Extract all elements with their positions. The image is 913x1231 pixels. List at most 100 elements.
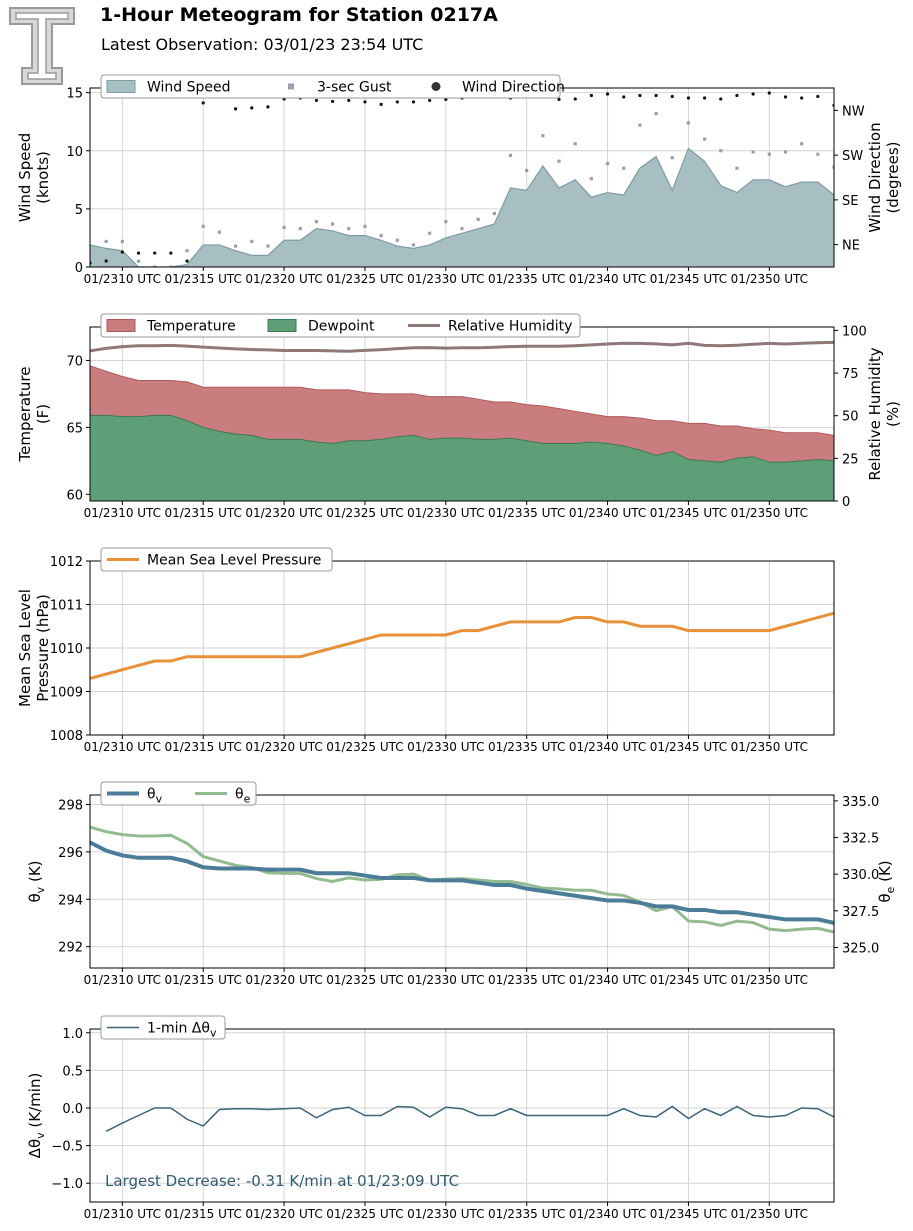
panel-theta: 01/2310 UTC 01/2315 UTC 01/2320 UTC 01/2325…: [26, 781, 897, 987]
x-tick-label: 01/2350 UTC: [731, 1207, 808, 1221]
wind-direction-point: [638, 93, 642, 98]
wind-direction-point: [185, 259, 189, 263]
temperature-line: [90, 365, 834, 436]
wind-direction-point: [719, 97, 723, 101]
y2-tick-label: 0: [842, 495, 850, 510]
y2-tick-label: 330.0: [842, 868, 879, 883]
gust-point: [120, 239, 124, 244]
gust-point: [331, 222, 335, 226]
plot-area: [90, 795, 834, 968]
y2-tick-label: 75: [842, 367, 859, 382]
y2-tick-label: NW: [842, 104, 865, 119]
plot-area: [90, 327, 834, 501]
largest-decrease-annotation: Largest Decrease: -0.31 K/min at 01/23:0…: [105, 1172, 459, 1190]
y2-axis-label: θe (K): [876, 860, 897, 902]
legend-label: 1-min Δθv: [147, 1021, 217, 1040]
gust-point: [476, 217, 480, 221]
gust-point: [444, 220, 448, 224]
gust-point: [557, 159, 561, 163]
legend: Temperature Dewpoint Relative Humidity: [100, 313, 581, 338]
wind-direction-point: [363, 100, 367, 104]
wind-direction-point: [104, 259, 108, 263]
gust-point: [395, 238, 399, 242]
legend-box: [100, 313, 581, 338]
legend-swatch: [288, 83, 294, 90]
gust-point: [379, 234, 383, 238]
gust-point: [751, 150, 755, 154]
y-tick-label: 0: [75, 261, 83, 276]
theta-v-line: [90, 840, 834, 925]
y2-tick-label: SW: [842, 149, 863, 164]
wind-direction-point: [816, 94, 820, 99]
wind-speed-line: [90, 147, 834, 267]
gust-point: [767, 152, 771, 156]
pressure-line: [90, 611, 834, 680]
wind-direction-point: [153, 251, 157, 255]
wind-direction-point: [589, 93, 593, 98]
wind-direction-point: [605, 92, 610, 96]
y-tick-label: 296: [58, 846, 83, 861]
gust-point: [217, 230, 221, 234]
legend-swatch: [106, 319, 136, 332]
x-tick-label: 01/2315 UTC: [164, 740, 241, 754]
x-tick-label: 01/2350 UTC: [731, 973, 808, 987]
gust-point: [314, 220, 319, 224]
gust-point: [783, 150, 788, 154]
y-tick-label: 70: [66, 354, 83, 369]
y2-tick-label: 50: [842, 410, 859, 425]
x-tick-label: 01/2330 UTC: [407, 272, 484, 286]
y-tick-label: 1010: [50, 642, 83, 657]
legend-label: θv: [147, 787, 163, 806]
relative-humidity-line: [90, 340, 834, 353]
y2-axis-label: Relative Humidity: [866, 347, 884, 480]
x-tick-label: 01/2320 UTC: [245, 1207, 322, 1221]
legend-label: 3-sec Gust: [317, 80, 392, 96]
x-tick-label: 01/2335 UTC: [488, 740, 565, 754]
x-tick-label: 01/2325 UTC: [326, 272, 403, 286]
wind-direction-point: [622, 95, 626, 99]
wind-direction-point: [347, 98, 351, 103]
y-tick-label: 294: [58, 893, 83, 908]
x-tick-label: 01/2350 UTC: [731, 506, 808, 520]
y-tick-label: 1011: [50, 599, 83, 614]
wind-direction-point: [314, 98, 319, 103]
x-tick-label: 01/2350 UTC: [731, 740, 808, 754]
y-tick-label: 1008: [50, 729, 83, 744]
y-tick-label: 1.0: [62, 1027, 83, 1042]
wind-direction-point: [686, 96, 691, 100]
x-tick-label: 01/2320 UTC: [245, 506, 322, 520]
gust-point: [428, 231, 432, 235]
wind-direction-point: [266, 105, 270, 109]
x-tick-label: 01/2340 UTC: [569, 740, 646, 754]
x-tick-label: 01/2310 UTC: [84, 1207, 161, 1221]
gust-point: [670, 156, 674, 160]
x-tick-label: 01/2325 UTC: [326, 973, 403, 987]
page-title: 1-Hour Meteogram for Station 0217A: [100, 4, 498, 26]
x-tick-label: 01/2335 UTC: [488, 506, 565, 520]
dewpoint-line: [90, 414, 834, 463]
wind-direction-point: [250, 106, 254, 110]
wind-direction-point: [800, 96, 804, 100]
wind-direction-point: [233, 107, 238, 111]
y-tick-label: 0.5: [62, 1064, 83, 1079]
wind-direction-point: [573, 97, 577, 101]
gust-point: [525, 168, 529, 173]
wind-direction-point: [703, 96, 707, 100]
x-tick-label: 01/2335 UTC: [488, 1207, 565, 1221]
x-tick-label: 01/2320 UTC: [245, 973, 322, 987]
y-tick-label: 1009: [50, 686, 83, 701]
gust-point: [233, 244, 238, 248]
legend-box: [100, 781, 257, 806]
panel-pressure: 01/2310 UTC 01/2315 UTC 01/2320 UTC 01/2325…: [16, 547, 835, 754]
panel-dtheta: 01/2310 UTC 01/2315 UTC 01/2320 UTC 01/2325…: [26, 1015, 835, 1221]
gust-point: [492, 211, 496, 216]
x-tick-label: 01/2325 UTC: [326, 1207, 403, 1221]
wind-direction-point: [557, 97, 561, 102]
gust-point: [573, 142, 577, 146]
gust-point: [460, 227, 464, 231]
x-tick-label: 01/2315 UTC: [164, 973, 241, 987]
y2-tick-label: 332.5: [842, 832, 879, 847]
x-tick-label: 01/2330 UTC: [407, 973, 484, 987]
